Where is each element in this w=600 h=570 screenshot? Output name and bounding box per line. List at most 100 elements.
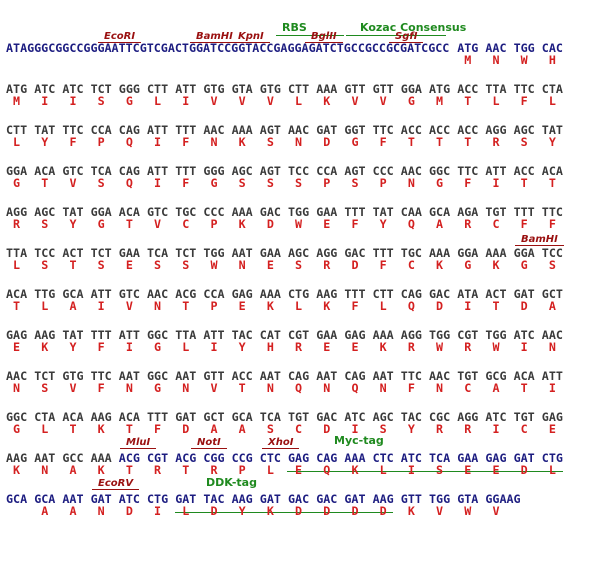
site-label: SgfI xyxy=(389,31,424,43)
codon: AAA xyxy=(90,451,112,465)
codon: ACC xyxy=(400,123,422,137)
amino-acid: R xyxy=(13,217,21,231)
amino-acid: N xyxy=(492,53,500,67)
amino-acid: I xyxy=(351,422,359,436)
amino-acid: C xyxy=(520,422,528,436)
codon: CTT xyxy=(147,82,169,96)
codon: AGG xyxy=(400,328,422,342)
amino-acid: F xyxy=(351,299,359,313)
amino-acid: D xyxy=(125,504,133,518)
codon: AAG xyxy=(372,492,394,506)
amino-acid: S xyxy=(154,258,162,272)
amino-acid: R xyxy=(464,422,472,436)
amino-acid: A xyxy=(436,217,444,231)
codon: CTT xyxy=(288,82,310,96)
codon: CAG xyxy=(344,369,366,383)
codon: AAA xyxy=(429,246,451,260)
amino-acid: T xyxy=(436,135,444,149)
codon: CCC xyxy=(372,164,394,178)
codon: ATG xyxy=(6,82,28,96)
codon: ACA xyxy=(513,369,535,383)
codon: GAT xyxy=(513,451,535,465)
codon: TCT xyxy=(90,246,112,260)
codon: AAA xyxy=(372,328,394,342)
amino-acid: V xyxy=(154,217,162,231)
amino-acid: N xyxy=(41,463,49,477)
amino-acid: D xyxy=(351,504,359,518)
ddk-tag-line xyxy=(175,512,393,513)
amino-acid: S xyxy=(295,258,303,272)
codon: ATC xyxy=(513,328,535,342)
codon: AAC xyxy=(541,328,563,342)
codon: CTA xyxy=(34,410,56,424)
codon: GAT xyxy=(259,492,281,506)
codon: AAG xyxy=(316,287,338,301)
codon: ACC xyxy=(457,82,479,96)
amino-acid: L xyxy=(13,135,21,149)
amino-acid: I xyxy=(210,340,218,354)
codon: AGT xyxy=(259,164,281,178)
codon: AGC xyxy=(231,164,253,178)
amino-acid: I xyxy=(154,176,162,190)
amino-acid: C xyxy=(182,217,190,231)
codon: TAT xyxy=(372,205,394,219)
amino-acid: M xyxy=(436,94,444,108)
amino-acid: D xyxy=(323,135,331,149)
amino-acid: L xyxy=(295,299,303,313)
amino-acid: N xyxy=(548,340,556,354)
codon: GAC xyxy=(259,205,281,219)
amino-acid: T xyxy=(520,176,528,190)
codon: TTA xyxy=(485,82,507,96)
amino-acid: T xyxy=(464,94,472,108)
amino-acid: L xyxy=(548,463,556,477)
amino-acid: L xyxy=(266,463,274,477)
amino-acid: T xyxy=(69,258,77,272)
amino-acid: R xyxy=(295,340,303,354)
amino-acid: V xyxy=(69,381,77,395)
codon: TGG xyxy=(485,328,507,342)
amino-acid: T xyxy=(182,463,190,477)
amino-acid: S xyxy=(182,258,190,272)
amino-acid: T xyxy=(125,217,133,231)
codon: GTT xyxy=(344,82,366,96)
amino-acid: I xyxy=(520,340,528,354)
amino-acid: R xyxy=(464,217,472,231)
amino-acid: H xyxy=(266,340,274,354)
codon: GCA xyxy=(429,205,451,219)
codon: CGT xyxy=(457,328,479,342)
codon: AGG xyxy=(316,246,338,260)
codon: AAA xyxy=(344,451,366,465)
amino-acid: V xyxy=(69,176,77,190)
codon: GAT xyxy=(175,492,197,506)
amino-acid: A xyxy=(41,504,49,518)
amino-acid: E xyxy=(492,463,500,477)
amino-acid: R xyxy=(464,340,472,354)
codon: GGAAG xyxy=(485,492,521,506)
codon: AGG xyxy=(6,205,28,219)
codon: ACT xyxy=(62,246,84,260)
amino-acid: F xyxy=(548,217,556,231)
amino-acid: I xyxy=(407,463,415,477)
amino-acid: I xyxy=(182,94,190,108)
amino-acid: L xyxy=(379,463,387,477)
codon: ATT xyxy=(147,123,169,137)
codon: GAT xyxy=(513,287,535,301)
codon: CAC xyxy=(541,41,563,55)
codon: AAC xyxy=(203,123,225,137)
amino-acid: L xyxy=(182,340,190,354)
codon: TGG xyxy=(288,205,310,219)
amino-acid: K xyxy=(266,299,274,313)
codon: TGG xyxy=(429,328,451,342)
site-label: EcoRI xyxy=(98,31,142,43)
amino-acid: Y xyxy=(379,217,387,231)
amino-acid: L xyxy=(492,94,500,108)
codon: GGT xyxy=(344,123,366,137)
codon: TCT xyxy=(34,369,56,383)
codon: GGG xyxy=(118,82,140,96)
amino-acid: E xyxy=(323,340,331,354)
amino-acid: I xyxy=(548,381,556,395)
amino-acid: V xyxy=(266,94,274,108)
codon: AGC xyxy=(513,123,535,137)
amino-acid: C xyxy=(492,217,500,231)
amino-acid: T xyxy=(407,135,415,149)
